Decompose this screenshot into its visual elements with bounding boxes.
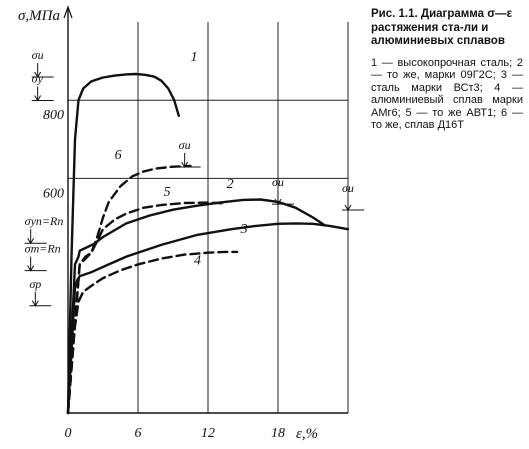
x-tick-label: 12 <box>201 426 215 441</box>
annotation-marker: σu <box>342 181 364 211</box>
annotation-marker: σu <box>178 138 201 168</box>
series-label-5: 5 <box>164 185 171 200</box>
annotation-marker: σm=Rn <box>24 242 61 272</box>
series-label-3: 3 <box>240 222 248 237</box>
x-axis-label: ε,% <box>296 426 318 442</box>
annotation-marker: σyn=Rn <box>24 214 64 245</box>
annotation-label: σu <box>32 48 44 62</box>
annotation-label: σu <box>179 138 191 152</box>
series-line-1 <box>66 72 180 415</box>
annotation-label: σu <box>342 181 354 195</box>
annotation-marker: σu <box>31 48 54 79</box>
y-tick-label: 800 <box>43 108 64 123</box>
annotation-label: σyn=Rn <box>25 214 64 228</box>
annotation-label: σy <box>32 72 44 86</box>
chart-series: 1 2 3 4 5 6 <box>66 50 350 415</box>
caption-title: Рис. 1.1. Диаграмма σ—ε растяжения ста-л… <box>371 8 513 47</box>
series-label-4: 4 <box>194 253 201 268</box>
series-line-5 <box>66 201 227 415</box>
chart-axes <box>63 5 348 414</box>
x-tick-label: 0 <box>65 426 72 441</box>
series-label-1: 1 <box>191 50 198 65</box>
y-axis-label: σ,МПа <box>18 8 60 24</box>
series-line-6 <box>66 164 192 415</box>
y-tick-label: 600 <box>43 186 64 201</box>
series-label-6: 6 <box>115 148 122 163</box>
x-tick-label: 6 <box>135 426 142 441</box>
y-axis-arrow <box>63 5 73 19</box>
annotation-label: σm=Rn <box>25 242 61 256</box>
series-label-2: 2 <box>227 177 234 192</box>
series-line-2 <box>66 198 326 415</box>
x-tick-label: 18 <box>271 426 285 441</box>
chart-grid <box>68 22 349 413</box>
chart-annotations: σu σy σyn=Rn σm=Rn σp σu σu σu <box>24 48 364 307</box>
annotation-marker: σp <box>29 277 52 307</box>
annotation-label: σu <box>272 175 284 189</box>
annotation-label: σp <box>29 277 41 291</box>
figure-caption: Рис. 1.1. Диаграмма σ—ε растяжения ста-л… <box>371 8 523 132</box>
series-line-4 <box>66 250 239 415</box>
annotation-marker: σy <box>31 72 54 102</box>
caption-body: 1 — высокопрочная сталь; 2 — то же, марк… <box>371 56 523 132</box>
annotation-marker: σu <box>272 175 294 206</box>
